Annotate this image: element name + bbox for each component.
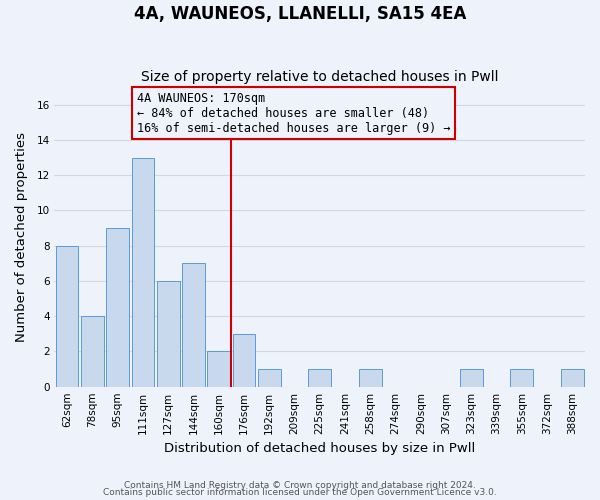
Bar bbox=[359, 369, 382, 386]
Bar bbox=[131, 158, 154, 386]
Bar bbox=[106, 228, 129, 386]
Text: Contains HM Land Registry data © Crown copyright and database right 2024.: Contains HM Land Registry data © Crown c… bbox=[124, 480, 476, 490]
Text: Contains public sector information licensed under the Open Government Licence v3: Contains public sector information licen… bbox=[103, 488, 497, 497]
Bar bbox=[561, 369, 584, 386]
Bar bbox=[56, 246, 79, 386]
Bar bbox=[233, 334, 255, 386]
Bar bbox=[460, 369, 482, 386]
Text: 4A, WAUNEOS, LLANELLI, SA15 4EA: 4A, WAUNEOS, LLANELLI, SA15 4EA bbox=[134, 5, 466, 23]
Bar bbox=[511, 369, 533, 386]
Bar bbox=[308, 369, 331, 386]
Text: 4A WAUNEOS: 170sqm
← 84% of detached houses are smaller (48)
16% of semi-detache: 4A WAUNEOS: 170sqm ← 84% of detached hou… bbox=[137, 92, 450, 134]
Bar bbox=[258, 369, 281, 386]
Bar bbox=[207, 352, 230, 386]
Bar bbox=[157, 281, 179, 386]
Title: Size of property relative to detached houses in Pwll: Size of property relative to detached ho… bbox=[141, 70, 499, 85]
Y-axis label: Number of detached properties: Number of detached properties bbox=[15, 132, 28, 342]
Bar bbox=[81, 316, 104, 386]
Bar bbox=[182, 264, 205, 386]
X-axis label: Distribution of detached houses by size in Pwll: Distribution of detached houses by size … bbox=[164, 442, 475, 455]
